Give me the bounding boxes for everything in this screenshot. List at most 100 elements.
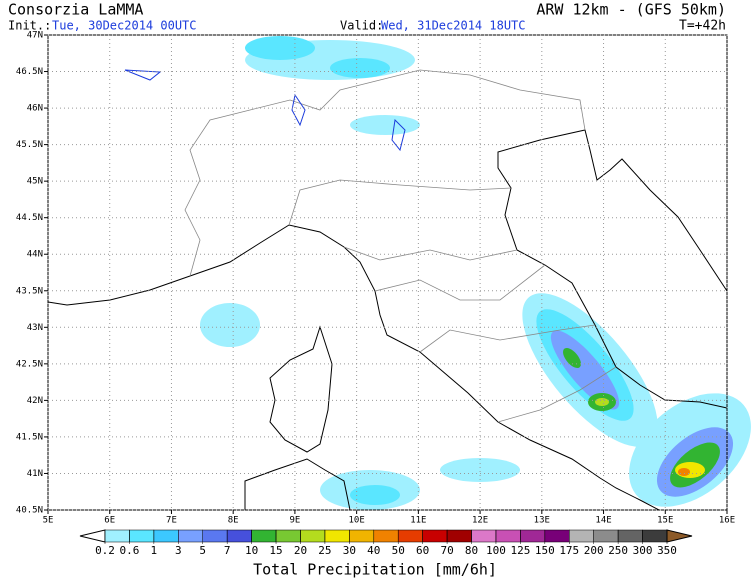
coastline	[244, 458, 351, 511]
x-tick-label: 11E	[410, 516, 426, 526]
colorbar-swatch	[569, 529, 594, 543]
colorbar-label: 20	[294, 544, 307, 557]
colorbar-label: 150	[535, 544, 555, 557]
x-tick-label: 5E	[43, 516, 54, 526]
precip-area	[563, 348, 581, 368]
precip-area	[330, 58, 390, 78]
colorbar-swatch	[471, 529, 497, 543]
colorbar-swatch	[300, 529, 326, 543]
valid-label: Valid:	[340, 19, 383, 33]
y-tick-label: 41.5N	[16, 432, 43, 442]
colorbar-label: 80	[465, 544, 478, 557]
y-tick-label: 47N	[27, 31, 43, 41]
y-tick-label: 42N	[27, 396, 43, 406]
y-tick-label: 46N	[27, 104, 43, 114]
colorbar-swatch	[275, 529, 301, 543]
precip-area	[595, 398, 609, 406]
colorbar-swatch	[349, 529, 375, 543]
colorbar-label: 0.2	[95, 544, 115, 557]
colorbar-label: 25	[318, 544, 331, 557]
colorbar-label: 10	[245, 544, 258, 557]
y-tick-label: 45N	[27, 177, 43, 187]
colorbar-swatch	[544, 529, 570, 543]
colorbar-label: 30	[343, 544, 356, 557]
x-tick-label: 6E	[104, 516, 115, 526]
map-lines	[47, 69, 728, 511]
colorbar-label: 5	[199, 544, 206, 557]
x-tick-label: 12E	[472, 516, 488, 526]
precip-area	[200, 303, 260, 347]
x-tick-label: 9E	[289, 516, 300, 526]
y-tick-label: 41N	[27, 469, 43, 479]
x-tick-label: 15E	[657, 516, 673, 526]
colorbar-swatch	[446, 529, 472, 543]
colorbar-swatch	[617, 529, 643, 543]
y-tick-label: 45.5N	[16, 140, 43, 150]
colorbar-swatch	[642, 529, 668, 543]
precip-area	[350, 485, 400, 505]
colorbar-label: 7	[224, 544, 231, 557]
colorbar-swatch	[202, 529, 228, 543]
colorbar-label: 125	[510, 544, 530, 557]
colorbar-label: 40	[367, 544, 380, 557]
y-tick-label: 40.5N	[16, 506, 43, 516]
colorbar-label: 350	[657, 544, 677, 557]
precip-area	[678, 468, 690, 476]
lead-time: T=+42h	[679, 19, 726, 34]
map-frame	[47, 34, 728, 511]
x-tick-label: 7E	[166, 516, 177, 526]
colorbar-label: 3	[175, 544, 182, 557]
colorbar-label: 175	[559, 544, 579, 557]
colorbar-swatch	[397, 529, 423, 543]
lake	[124, 69, 406, 152]
colorbar-swatch	[373, 529, 399, 543]
colorbar-swatch	[495, 529, 521, 543]
colorbar-swatch	[178, 529, 203, 543]
y-tick-label: 44.5N	[16, 213, 43, 223]
colorbar-arrow	[79, 529, 106, 543]
title: Consorzia LaMMA	[8, 1, 143, 19]
coastline	[497, 129, 728, 409]
colorbar-arrow	[666, 529, 693, 543]
precip-area	[350, 115, 420, 135]
colorbar-swatch	[129, 529, 155, 543]
colorbar-label: 250	[608, 544, 628, 557]
init-label: Init.:	[8, 19, 51, 33]
precip-area	[440, 458, 520, 482]
colorbar-swatch	[153, 529, 179, 543]
x-tick-label: 10E	[349, 516, 365, 526]
colorbar-label: 15	[269, 544, 282, 557]
colorbar-swatch	[324, 529, 350, 543]
colorbar-swatch	[104, 529, 130, 543]
init-time: Tue, 30Dec2014 00UTC	[52, 19, 197, 33]
colorbar-title: Total Precipitation [mm/6h]	[253, 561, 497, 579]
colorbar-label: 1	[151, 544, 158, 557]
colorbar-label: 300	[633, 544, 653, 557]
x-tick-label: 14E	[595, 516, 611, 526]
border	[288, 179, 617, 423]
colorbar-swatch	[593, 529, 619, 543]
colorbar-swatch	[226, 529, 252, 543]
colorbar-swatch	[422, 529, 448, 543]
precip-area	[245, 36, 315, 60]
coastline	[269, 325, 333, 453]
y-tick-label: 43.5N	[16, 286, 43, 296]
colorbar-label: 50	[392, 544, 405, 557]
colorbar-label: 70	[440, 544, 453, 557]
y-tick-label: 43N	[27, 323, 43, 333]
y-tick-label: 44N	[27, 250, 43, 260]
y-tick-label: 42.5N	[16, 359, 43, 369]
precip-field	[200, 36, 751, 510]
colorbar-label: 100	[486, 544, 506, 557]
valid-time: Wed, 31Dec2014 18UTC	[381, 19, 526, 33]
x-tick-label: 8E	[228, 516, 239, 526]
model: ARW 12km - (GFS 50km)	[536, 1, 726, 19]
border	[184, 69, 586, 277]
colorbar-label: 0.6	[119, 544, 139, 557]
colorbar-label: 60	[416, 544, 429, 557]
x-tick-label: 13E	[534, 516, 550, 526]
y-tick-label: 46.5N	[16, 67, 43, 77]
colorbar-swatch	[251, 529, 277, 543]
colorbar-swatch	[520, 529, 546, 543]
